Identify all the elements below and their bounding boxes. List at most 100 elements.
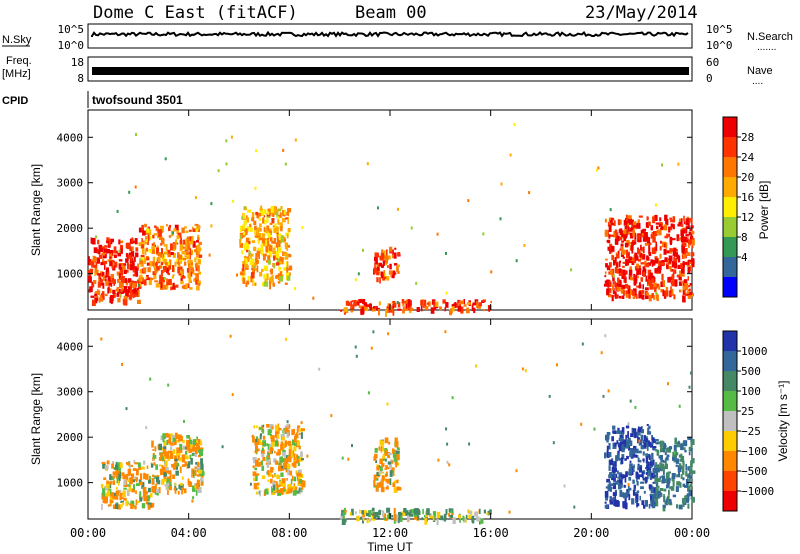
- power-echo-cell: [173, 228, 177, 232]
- velocity-echo-cell: [229, 334, 232, 338]
- velocity-echo-cell: [626, 455, 629, 460]
- velocity-echo-cell: [375, 459, 378, 463]
- velocity-echo-cell: [655, 462, 658, 469]
- power-echo-cell: [661, 163, 663, 167]
- velocity-echo-cell: [682, 477, 685, 481]
- power-echo-cell: [140, 268, 142, 274]
- power-echo-cell: [608, 225, 612, 232]
- velocity-echo-cell: [355, 354, 358, 358]
- power-echo-cell: [687, 266, 691, 274]
- velocity-echo-cell: [107, 490, 111, 497]
- power-echo-cell: [142, 257, 145, 260]
- power-echo-cell: [265, 253, 267, 257]
- velocity-echo-cell: [112, 504, 117, 509]
- freq-left-tick-bottom: 8: [77, 72, 84, 85]
- power-echo-cell: [257, 227, 261, 232]
- velocity-echo-cell: [176, 462, 179, 467]
- velocity-echo-cell: [384, 437, 389, 444]
- power-echo-cell: [614, 257, 617, 264]
- velocity-echo-cell: [634, 492, 639, 495]
- power-echo-cell: [284, 267, 286, 271]
- power-echo-cell: [606, 288, 610, 296]
- power-echo-cell: [273, 255, 275, 261]
- velocity-echo-cell: [672, 452, 675, 457]
- velocity-echo-cell: [674, 437, 677, 445]
- power-echo-cell: [451, 306, 455, 312]
- velocity-echo-cell: [398, 515, 403, 522]
- velocity-echo-cell: [196, 474, 200, 477]
- velocity-echo-cell: [397, 487, 402, 491]
- power-echo-cell: [646, 242, 649, 246]
- power-echo-cell: [271, 240, 274, 244]
- power-echo-cell: [633, 221, 635, 225]
- velocity-echo-cell: [384, 517, 388, 521]
- velocity-ytick-tick-label: 4000: [57, 340, 84, 353]
- velocity-echo-cell: [147, 504, 151, 510]
- velocity-echo-cell: [633, 452, 636, 457]
- velocity-echo-cell: [197, 487, 202, 493]
- velocity-echo-cell: [156, 491, 159, 496]
- velocity-echo-cell: [261, 465, 265, 471]
- power-echo-cell: [178, 266, 183, 271]
- velocity-echo-cell: [679, 482, 682, 488]
- velocity-echo-cell: [376, 464, 379, 467]
- velocity-echo-cell: [445, 509, 448, 515]
- velocity-echo-cell: [378, 511, 382, 515]
- power-cells: [88, 123, 695, 317]
- power-echo-cell: [622, 265, 625, 268]
- power-echo-cell: [642, 228, 646, 232]
- velocity-echo-cell: [180, 482, 183, 486]
- power-echo-cell: [184, 226, 187, 229]
- power-echo-cell: [107, 272, 110, 276]
- power-echo-cell: [436, 232, 439, 236]
- power-echo-cell: [182, 257, 186, 261]
- power-echo-cell: [258, 233, 262, 238]
- velocity-echo-cell: [272, 474, 274, 478]
- power-echo-cell: [664, 257, 668, 262]
- power-echo-cell: [178, 263, 181, 268]
- power-echo-cell: [620, 243, 624, 249]
- power-echo-cell: [269, 230, 272, 235]
- velocity-echo-cell: [659, 488, 664, 492]
- power-echo-cell: [259, 209, 264, 217]
- velocity-echo-cell: [451, 396, 454, 400]
- velocity-echo-cell: [193, 439, 197, 446]
- power-echo-cell: [670, 223, 674, 228]
- velocity-echo-cell: [665, 447, 668, 453]
- velocity-echo-cell: [277, 423, 280, 429]
- power-echo-cell: [376, 254, 380, 258]
- velocity-echo-cell: [300, 432, 303, 439]
- power-echo-cell: [640, 244, 642, 250]
- power-echo-cell: [691, 245, 694, 249]
- power-echo-cell: [256, 259, 259, 264]
- velocity-echo-cell: [645, 500, 648, 507]
- power-echo-cell: [612, 284, 615, 291]
- velocity-echo-cell: [267, 469, 270, 476]
- power-echo-cell: [352, 304, 355, 310]
- power-echo-cell: [101, 291, 105, 298]
- power-echo-cell: [166, 278, 168, 282]
- velocity-echo-cell: [291, 429, 294, 436]
- power-echo-cell: [674, 252, 678, 257]
- power-echo-cell: [386, 249, 388, 256]
- power-echo-cell: [240, 271, 242, 274]
- velocity-echo-cell: [176, 447, 180, 453]
- velocity-echo-cell: [378, 446, 381, 451]
- velocity-echo-cell: [441, 517, 443, 521]
- power-echo-cell: [270, 206, 274, 213]
- power-echo-cell: [669, 248, 674, 252]
- velocity-colorbar-swatch: [723, 331, 737, 352]
- power-echo-cell: [499, 217, 502, 221]
- power-echo-cell: [245, 242, 250, 250]
- velocity-echo-cell: [140, 497, 145, 501]
- power-echo-cell: [426, 302, 430, 305]
- velocity-echo-cell: [174, 482, 177, 487]
- power-echo-cell: [385, 255, 389, 261]
- power-echo-cell: [681, 272, 685, 277]
- velocity-echo-cell: [130, 504, 134, 509]
- power-echo-cell: [151, 247, 155, 254]
- power-echo-cell: [612, 276, 615, 282]
- power-echo-cell: [284, 162, 287, 166]
- velocity-echo-cell: [489, 509, 492, 515]
- velocity-echo-cell: [292, 490, 297, 496]
